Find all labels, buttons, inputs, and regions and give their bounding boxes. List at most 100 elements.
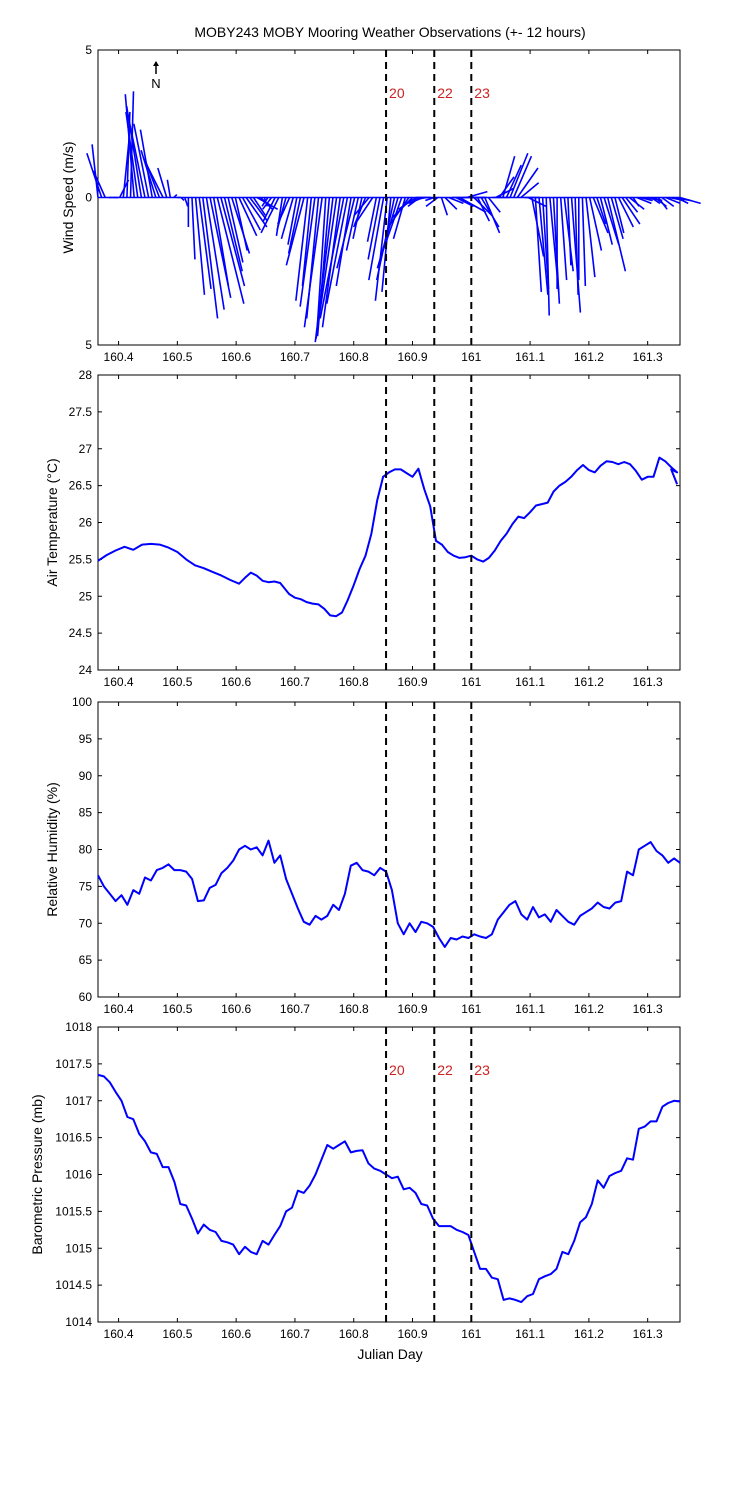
y-tick-label-humidity: 95 — [79, 732, 93, 746]
x-tick-label-humidity: 160.8 — [339, 1002, 369, 1016]
x-tick-label-humidity: 160.6 — [221, 1002, 251, 1016]
wind-vector — [299, 197, 316, 307]
wind-vector — [487, 197, 501, 213]
wind-vector — [205, 197, 225, 310]
wind-vector — [538, 197, 549, 295]
y-tick-label-air-temp: 27.5 — [69, 405, 93, 419]
x-tick-label-humidity: 161.2 — [574, 1002, 604, 1016]
y-tick-label-pressure: 1014 — [65, 1315, 92, 1329]
wind-vector — [599, 197, 614, 245]
x-tick-label-humidity: 160.9 — [397, 1002, 427, 1016]
wind-vector — [574, 197, 579, 295]
y-tick-label-humidity: 65 — [79, 953, 93, 967]
wind-vector — [287, 197, 298, 245]
marker-label-22: 22 — [437, 85, 453, 101]
y-axis-label-air-temp: Air Temperature (°C) — [44, 458, 60, 586]
y-axis-label-humidity: Relative Humidity (%) — [44, 782, 60, 917]
wind-vector — [319, 197, 345, 319]
x-tick-label-humidity: 161 — [461, 1002, 481, 1016]
y-tick-label-pressure: 1017 — [65, 1094, 92, 1108]
wind-vector — [665, 196, 681, 205]
wind-vector — [559, 197, 568, 281]
x-tick-label-wind: 160.4 — [104, 350, 134, 364]
wind-vector — [610, 197, 624, 240]
wind-vector — [585, 197, 596, 278]
wind-vector — [596, 197, 607, 225]
series-line-pressure — [97, 1073, 681, 1304]
marker-label-22: 22 — [437, 1062, 453, 1078]
wind-vector — [92, 170, 106, 198]
x-tick-label-air-temp: 160.5 — [162, 675, 192, 689]
x-tick-label-pressure: 161.3 — [633, 1327, 663, 1341]
y-tick-label-wind: 5 — [85, 43, 92, 57]
wind-vector — [391, 196, 414, 219]
wind-vector — [625, 197, 639, 213]
wind-vector — [512, 155, 533, 198]
x-tick-label-air-temp: 160.6 — [221, 675, 251, 689]
wind-vector — [223, 197, 243, 272]
wind-vector — [367, 197, 381, 260]
wind-vector — [366, 197, 378, 242]
y-tick-label-pressure: 1016.5 — [55, 1131, 92, 1145]
x-tick-label-wind: 161.1 — [515, 350, 545, 364]
wind-vector — [133, 123, 150, 198]
x-tick-label-humidity: 160.7 — [280, 1002, 310, 1016]
y-tick-label-air-temp: 24.5 — [69, 626, 93, 640]
x-axis-label: Julian Day — [357, 1346, 423, 1362]
y-tick-label-pressure: 1014.5 — [55, 1278, 92, 1292]
axes-box-air-temp — [97, 374, 681, 671]
wind-vector — [466, 190, 488, 199]
north-arrowhead-icon — [153, 61, 159, 66]
y-tick-label-air-temp: 25.5 — [69, 552, 93, 566]
x-tick-label-air-temp: 160.8 — [339, 675, 369, 689]
wind-vector — [534, 197, 543, 292]
marker-label-20: 20 — [389, 1062, 405, 1078]
y-tick-label-air-temp: 24 — [79, 663, 93, 677]
x-tick-label-air-temp: 160.4 — [104, 675, 134, 689]
wind-vector — [617, 197, 635, 228]
wind-vector — [303, 197, 323, 328]
wind-vector — [183, 197, 189, 207]
wind-vector — [238, 197, 258, 237]
wind-vector — [198, 197, 212, 290]
wind-vector — [260, 197, 280, 234]
wind-vector — [581, 197, 587, 287]
x-tick-label-wind: 161.3 — [633, 350, 663, 364]
series-line-air-temp — [97, 456, 679, 618]
x-tick-label-pressure: 160.7 — [280, 1327, 310, 1341]
wind-vector — [277, 197, 291, 225]
x-tick-label-pressure: 160.4 — [104, 1327, 134, 1341]
y-axis-label-pressure: Barometric Pressure (mb) — [29, 1094, 45, 1254]
wind-vector — [657, 197, 668, 210]
x-tick-label-air-temp: 161.2 — [574, 675, 604, 689]
wind-vector — [606, 197, 627, 272]
wind-vector — [173, 193, 178, 199]
x-tick-label-wind: 160.7 — [280, 350, 310, 364]
wind-vector — [509, 152, 529, 198]
axes-box-humidity — [97, 701, 681, 998]
wind-vector — [621, 197, 641, 225]
wind-vector — [679, 196, 701, 205]
wind-vector — [191, 197, 196, 260]
x-tick-label-wind: 161.2 — [574, 350, 604, 364]
y-axis-label-wind: Wind Speed (m/s) — [60, 141, 76, 253]
x-tick-label-pressure: 160.6 — [221, 1327, 251, 1341]
wind-vector — [86, 152, 103, 198]
y-tick-label-humidity: 85 — [79, 806, 93, 820]
wind-vector — [636, 196, 652, 205]
wind-vector — [252, 197, 266, 216]
y-tick-label-air-temp: 26 — [79, 516, 93, 530]
wind-vector — [592, 197, 609, 234]
wind-vector — [126, 111, 146, 198]
wind-vector — [502, 155, 516, 198]
y-tick-label-humidity: 80 — [79, 843, 93, 857]
x-tick-label-pressure: 161 — [461, 1327, 481, 1341]
y-tick-label-wind: 5 — [85, 338, 92, 352]
wind-vector — [166, 179, 172, 198]
wind-vector — [157, 167, 168, 198]
wind-vector — [245, 197, 268, 228]
y-tick-label-air-temp: 28 — [79, 368, 93, 382]
wind-vector — [376, 197, 399, 269]
wind-vector — [661, 196, 675, 207]
y-tick-label-wind: 0 — [85, 191, 92, 205]
